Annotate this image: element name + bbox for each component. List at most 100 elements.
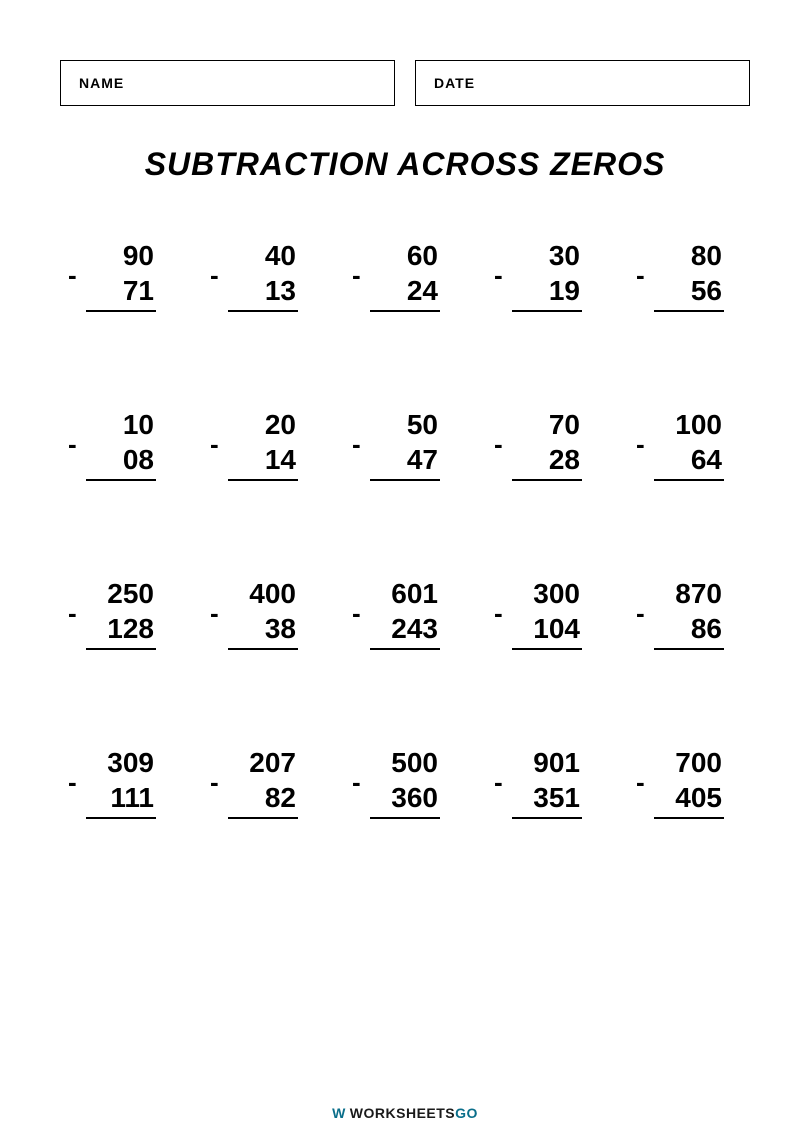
- minus-sign: -: [494, 428, 503, 461]
- brand-suffix: GO: [455, 1105, 478, 1121]
- date-label: DATE: [434, 75, 475, 91]
- minuend: 700: [654, 745, 724, 780]
- footer-brand: WWORKSHEETSGO: [0, 1105, 810, 1121]
- minus-sign: -: [68, 597, 77, 630]
- subtraction-problem: 250-128: [65, 576, 177, 650]
- subtrahend-row: -86: [654, 611, 724, 650]
- subtrahend: 82: [265, 782, 296, 813]
- brand-mid: SHEETS: [396, 1105, 455, 1121]
- minuend: 90: [86, 238, 156, 273]
- subtrahend: 71: [123, 275, 154, 306]
- subtrahend: 24: [407, 275, 438, 306]
- subtrahend-row: -14: [228, 442, 298, 481]
- subtrahend: 243: [391, 613, 438, 644]
- subtrahend-row: -28: [512, 442, 582, 481]
- minuend: 70: [512, 407, 582, 442]
- subtrahend-row: -243: [370, 611, 440, 650]
- minus-sign: -: [210, 259, 219, 292]
- subtrahend-row: -08: [86, 442, 156, 481]
- brand-prefix: WORK: [350, 1105, 396, 1121]
- header-fields: NAME DATE: [60, 60, 750, 106]
- minuend: 870: [654, 576, 724, 611]
- subtraction-problem: 300-104: [491, 576, 603, 650]
- subtraction-problem: 70-28: [491, 407, 603, 481]
- subtrahend-row: -47: [370, 442, 440, 481]
- subtrahend-row: -360: [370, 780, 440, 819]
- minus-sign: -: [210, 597, 219, 630]
- minuend: 40: [228, 238, 298, 273]
- minuend: 901: [512, 745, 582, 780]
- minuend: 601: [370, 576, 440, 611]
- minus-sign: -: [352, 259, 361, 292]
- subtrahend-row: -104: [512, 611, 582, 650]
- subtraction-problem: 100-64: [633, 407, 745, 481]
- subtrahend: 405: [675, 782, 722, 813]
- subtraction-problem: 60-24: [349, 238, 461, 312]
- minuend: 300: [512, 576, 582, 611]
- name-field[interactable]: NAME: [60, 60, 395, 106]
- subtrahend-row: -111: [86, 780, 156, 819]
- subtraction-problem: 207-82: [207, 745, 319, 819]
- minuend: 80: [654, 238, 724, 273]
- subtrahend-row: -82: [228, 780, 298, 819]
- minuend: 100: [654, 407, 724, 442]
- subtraction-problem: 50-47: [349, 407, 461, 481]
- subtraction-problem: 90-71: [65, 238, 177, 312]
- minuend: 309: [86, 745, 156, 780]
- subtrahend-row: -24: [370, 273, 440, 312]
- subtrahend-row: -128: [86, 611, 156, 650]
- subtrahend: 47: [407, 444, 438, 475]
- subtrahend: 360: [391, 782, 438, 813]
- problems-grid: 90-7140-1360-2430-1980-5610-0820-1450-47…: [60, 238, 750, 819]
- subtrahend: 13: [265, 275, 296, 306]
- minus-sign: -: [210, 766, 219, 799]
- minuend: 207: [228, 745, 298, 780]
- subtrahend: 14: [265, 444, 296, 475]
- minus-sign: -: [494, 766, 503, 799]
- subtrahend-row: -19: [512, 273, 582, 312]
- subtrahend-row: -71: [86, 273, 156, 312]
- minus-sign: -: [210, 428, 219, 461]
- subtraction-problem: 30-19: [491, 238, 603, 312]
- subtraction-problem: 901-351: [491, 745, 603, 819]
- minus-sign: -: [636, 597, 645, 630]
- subtraction-problem: 400-38: [207, 576, 319, 650]
- minuend: 250: [86, 576, 156, 611]
- subtrahend-row: -64: [654, 442, 724, 481]
- subtrahend: 111: [110, 782, 154, 813]
- subtraction-problem: 10-08: [65, 407, 177, 481]
- subtraction-problem: 870-86: [633, 576, 745, 650]
- subtrahend: 86: [691, 613, 722, 644]
- minus-sign: -: [352, 766, 361, 799]
- minus-sign: -: [68, 428, 77, 461]
- subtrahend: 104: [533, 613, 580, 644]
- subtrahend: 64: [691, 444, 722, 475]
- date-field[interactable]: DATE: [415, 60, 750, 106]
- subtraction-problem: 500-360: [349, 745, 461, 819]
- subtrahend: 351: [533, 782, 580, 813]
- subtrahend-row: -405: [654, 780, 724, 819]
- subtrahend: 19: [549, 275, 580, 306]
- minuend: 10: [86, 407, 156, 442]
- subtrahend: 08: [123, 444, 154, 475]
- minus-sign: -: [352, 428, 361, 461]
- logo-icon: W: [332, 1105, 346, 1121]
- minus-sign: -: [494, 259, 503, 292]
- minuend: 30: [512, 238, 582, 273]
- subtraction-problem: 601-243: [349, 576, 461, 650]
- subtrahend-row: -351: [512, 780, 582, 819]
- subtraction-problem: 309-111: [65, 745, 177, 819]
- subtrahend-row: -38: [228, 611, 298, 650]
- minus-sign: -: [636, 428, 645, 461]
- subtrahend-row: -13: [228, 273, 298, 312]
- subtraction-problem: 80-56: [633, 238, 745, 312]
- minus-sign: -: [68, 259, 77, 292]
- subtrahend-row: -56: [654, 273, 724, 312]
- subtrahend: 128: [107, 613, 154, 644]
- minus-sign: -: [636, 259, 645, 292]
- minus-sign: -: [68, 766, 77, 799]
- minuend: 20: [228, 407, 298, 442]
- subtraction-problem: 20-14: [207, 407, 319, 481]
- subtrahend: 28: [549, 444, 580, 475]
- minuend: 60: [370, 238, 440, 273]
